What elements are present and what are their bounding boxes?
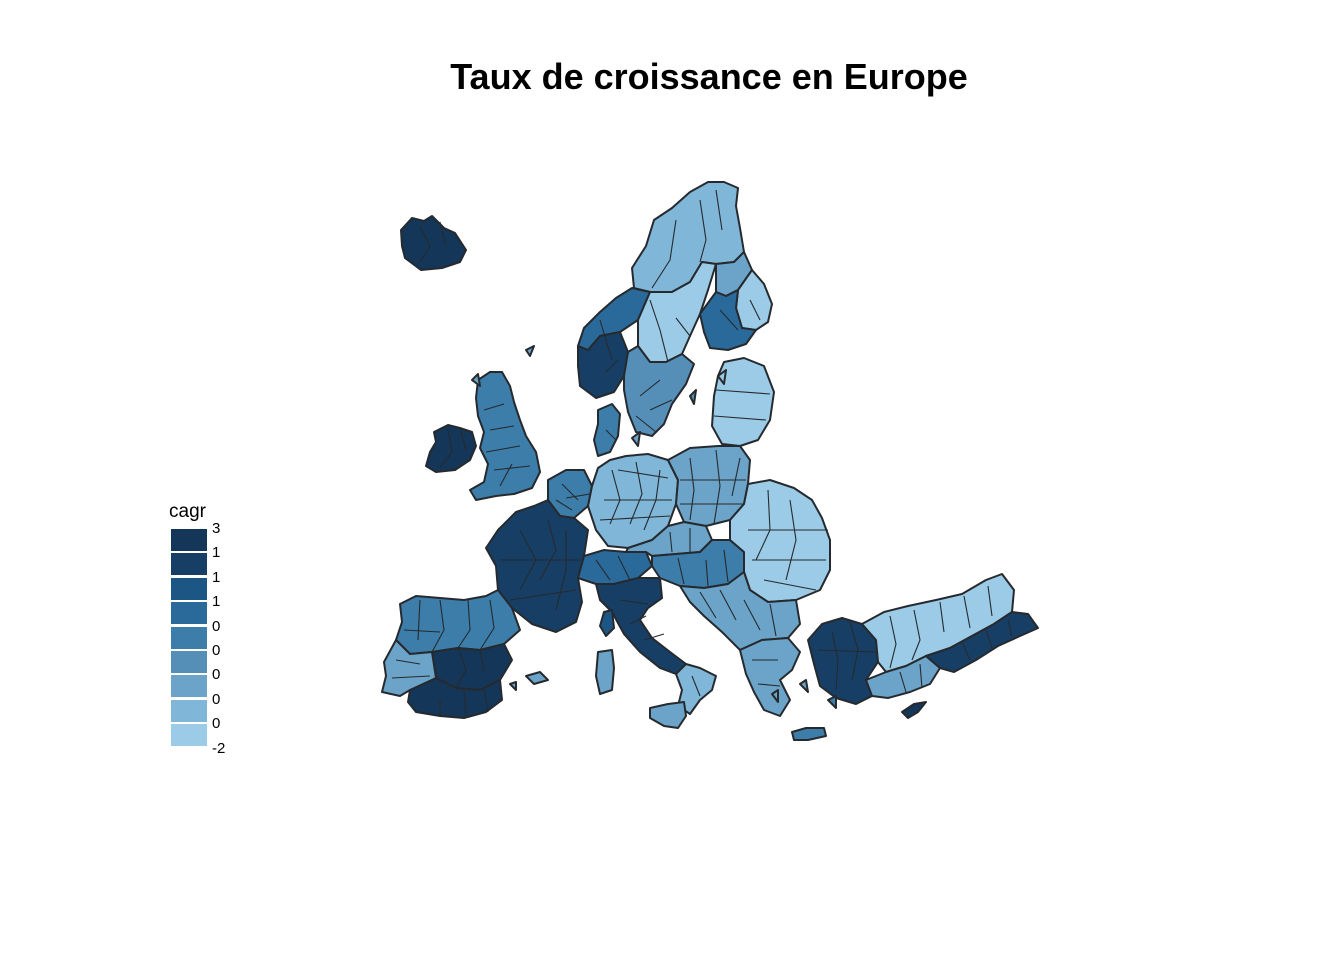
region-iceland[interactable] xyxy=(400,215,467,271)
legend-key xyxy=(170,528,208,552)
region-italy[interactable] xyxy=(595,577,687,675)
legend-tick-label: 1 xyxy=(212,593,221,611)
legend-tick-label: -2 xyxy=(212,739,226,757)
region-great-britain[interactable] xyxy=(469,371,541,501)
region-denmark[interactable] xyxy=(593,403,621,457)
legend-key xyxy=(170,698,208,723)
internal-boundaries xyxy=(391,189,1013,717)
legend-key xyxy=(170,625,208,650)
legend-key xyxy=(170,674,208,699)
region-sicily[interactable] xyxy=(649,701,687,729)
legend-tick-label: 0 xyxy=(212,617,221,635)
legend-title: cagr xyxy=(169,501,206,522)
legend-key xyxy=(170,576,208,601)
region-southern-finland[interactable] xyxy=(699,289,757,351)
legend: cagr 3 1 1 1 0 0 0 0 0 -2 xyxy=(169,501,250,756)
legend-tick-label: 0 xyxy=(212,642,221,659)
region-corsica[interactable] xyxy=(599,609,615,637)
region-eastern-turkey[interactable] xyxy=(865,655,941,699)
legend-tick-label: 1 xyxy=(212,568,221,586)
region-cyprus[interactable] xyxy=(901,701,927,719)
legend-tick-label: 0 xyxy=(212,690,221,708)
region-portugal[interactable] xyxy=(381,639,437,697)
region-crete[interactable] xyxy=(791,727,827,741)
region-sardinia[interactable] xyxy=(595,649,615,695)
legend-key xyxy=(170,650,208,674)
legend-tick-label: 1 xyxy=(212,544,221,562)
region-balkans[interactable] xyxy=(679,571,801,651)
region-france[interactable] xyxy=(485,499,589,633)
chart-title: Taux de croissance en Europe xyxy=(450,56,968,97)
region-southern-italy[interactable] xyxy=(675,663,717,715)
legend-tick-label: 0 xyxy=(212,666,221,684)
region-baltic-states[interactable] xyxy=(711,357,775,447)
region-greece[interactable] xyxy=(739,637,801,717)
legend-key xyxy=(170,723,208,748)
region-southern-spain[interactable] xyxy=(407,677,503,719)
legend-key xyxy=(170,601,208,626)
legend-key xyxy=(170,552,208,577)
legend-tick-label: 3 xyxy=(212,520,221,537)
region-romania[interactable] xyxy=(729,479,831,603)
region-southern-sweden[interactable] xyxy=(623,345,695,437)
small-islands xyxy=(471,345,837,709)
legend-tick-label: 0 xyxy=(212,715,221,733)
legend-body: 3 1 1 1 0 0 0 0 0 -2 xyxy=(170,521,250,756)
